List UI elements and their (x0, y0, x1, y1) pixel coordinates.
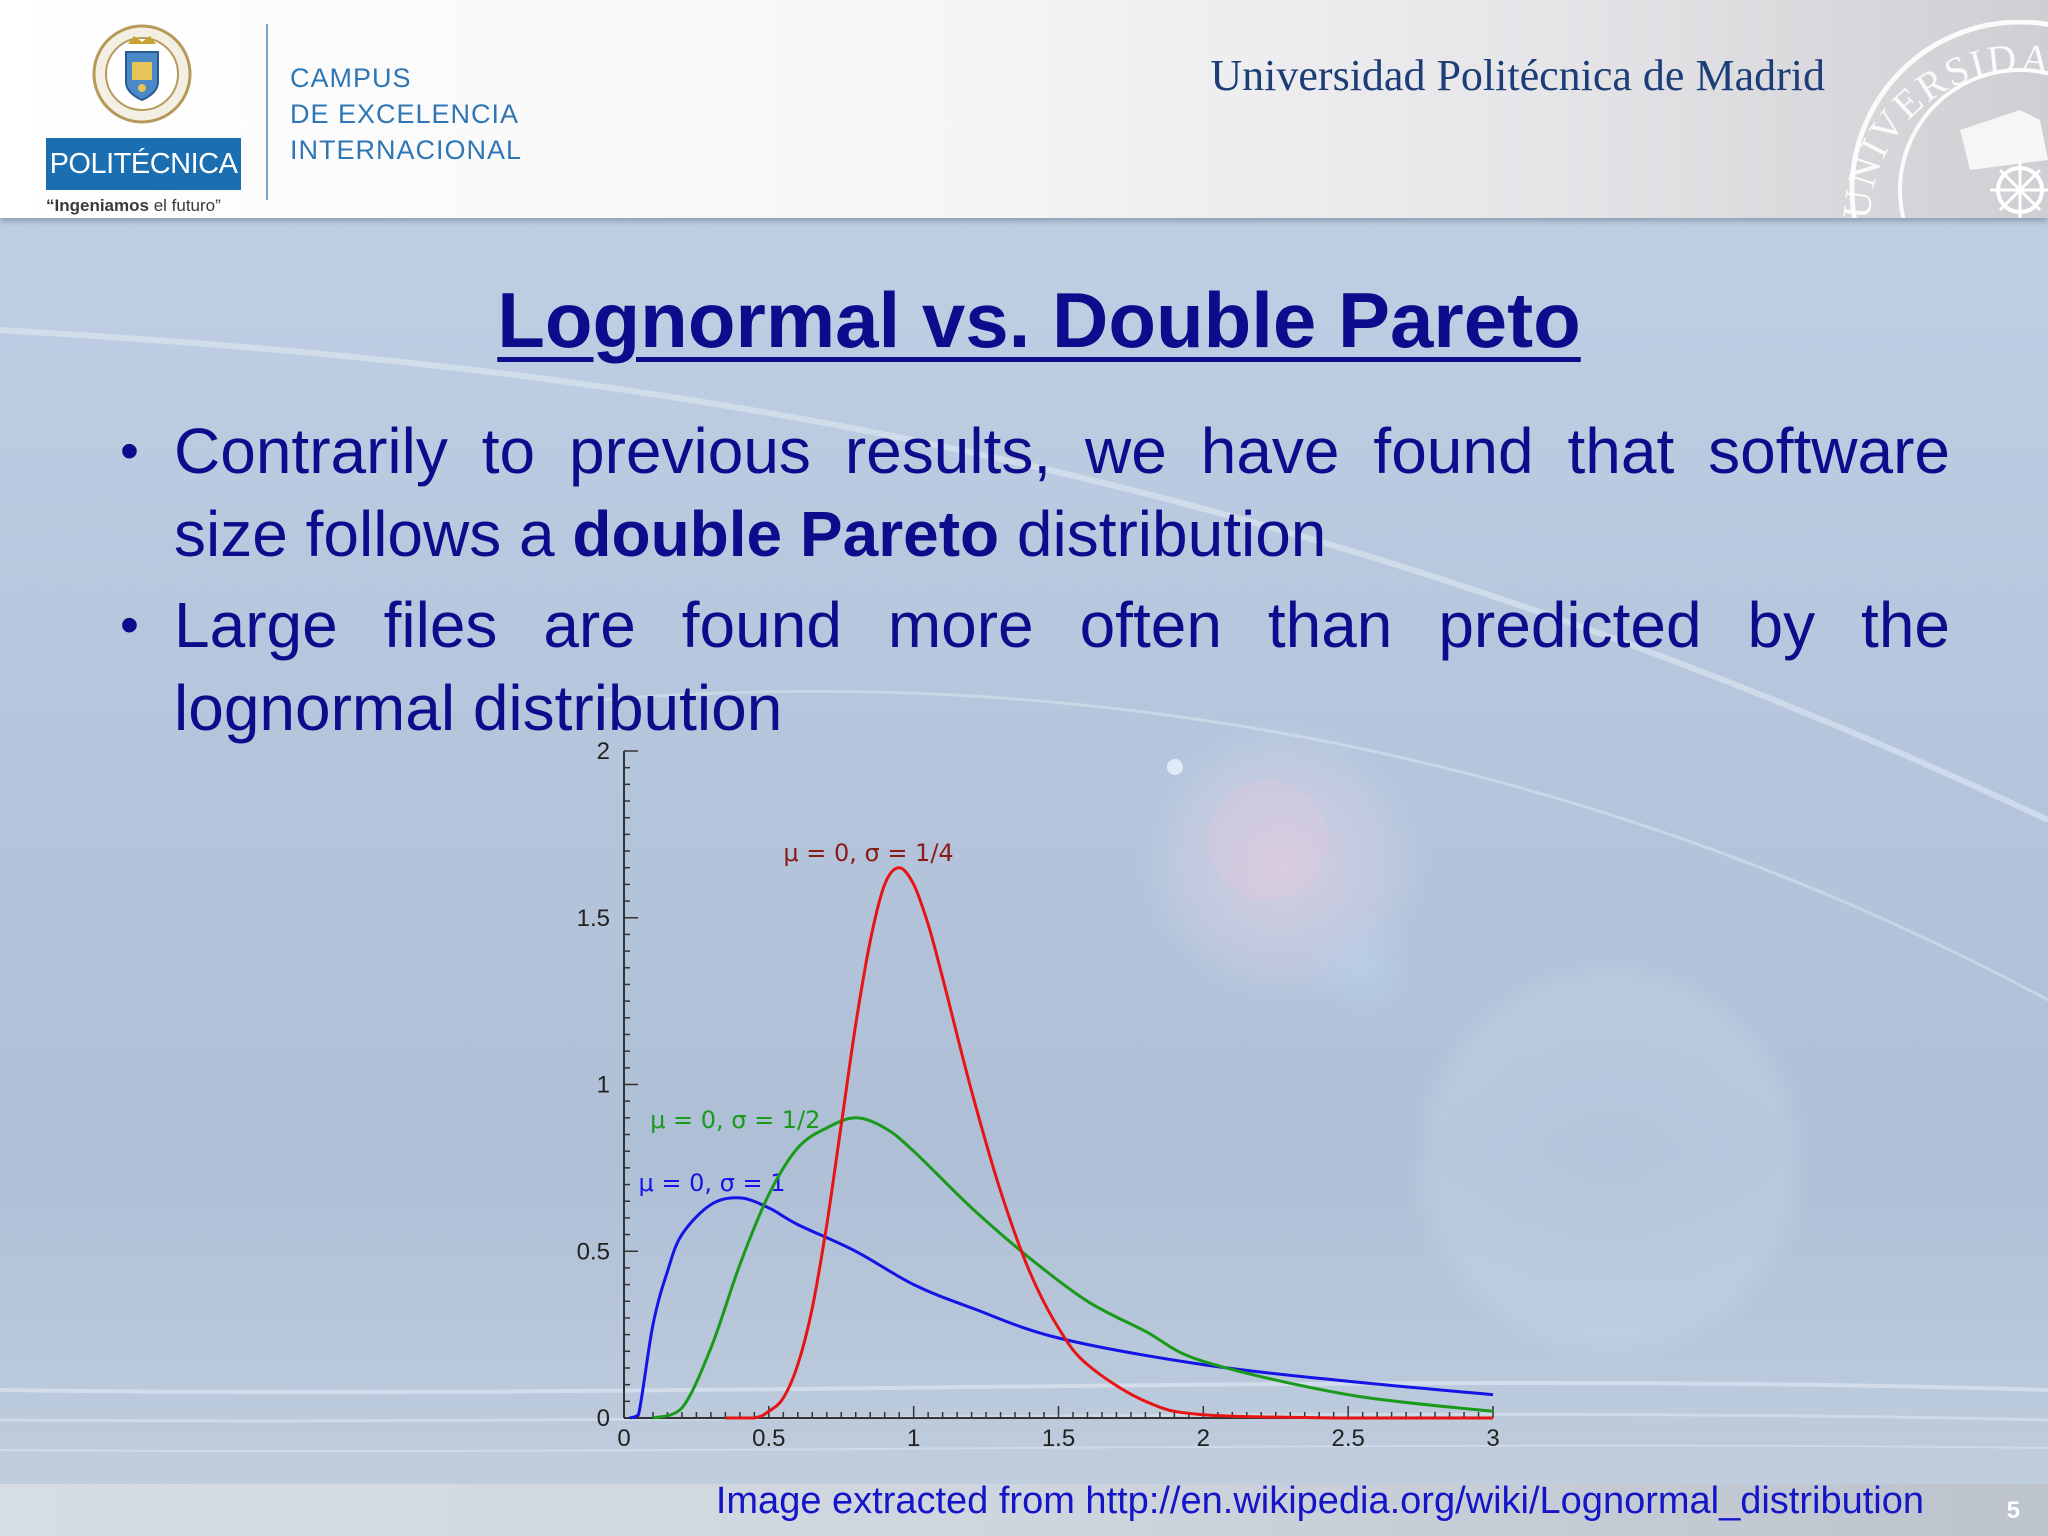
tagline-bold: “Ingeniamos (46, 196, 149, 215)
slide-title: Lognormal vs. Double Pareto (497, 276, 1581, 364)
x-tick-label: 2 (1197, 1425, 1210, 1452)
x-tick-label: 0 (617, 1425, 630, 1452)
y-tick-label: 2 (597, 738, 610, 765)
series-label-1: μ = 0, σ = 1 (638, 1169, 785, 1197)
bullet-marker: • (120, 595, 139, 655)
brand-box: POLITÉCNICA (46, 138, 241, 190)
footer-bar (0, 1484, 2048, 1536)
campus-label: CAMPUS DE EXCELENCIA INTERNACIONAL (290, 60, 522, 168)
x-tick-label: 1.5 (1042, 1425, 1075, 1452)
x-tick-label: 2.5 (1331, 1425, 1364, 1452)
bullet-marker: • (120, 421, 139, 481)
series-line-1 (629, 1196, 1494, 1420)
y-tick-label: 0.5 (577, 1238, 610, 1265)
y-tick-label: 0 (597, 1405, 610, 1432)
bullet-1-text-bold: double Pareto (572, 498, 1000, 570)
series-line-2 (652, 1116, 1494, 1420)
bullet-1-text-before: Contrarily to previous results, we have … (174, 415, 1950, 570)
image-source-note: Image extracted from http://en.wikipedia… (715, 1480, 1924, 1522)
campus-line-3: INTERNACIONAL (290, 135, 523, 165)
bullet-2-text: Large files are found more often than pr… (174, 589, 1950, 744)
x-tick-label: 1 (907, 1425, 920, 1452)
bullet-item-2: • Large files are found more often than … (120, 584, 1950, 750)
upm-logo: POLITÉCNICA “Ingeniamos el futuro” (40, 18, 260, 215)
bullet-item-1: • Contrarily to previous results, we hav… (120, 410, 1950, 576)
campus-line-1: CAMPUS (290, 63, 412, 93)
page-number: 5 (2006, 1497, 2020, 1524)
y-tick-label: 1 (597, 1072, 610, 1099)
university-seal-icon: UNIVERSIDAD (1840, 20, 2048, 218)
x-tick-label: 3 (1486, 1425, 1499, 1452)
bullet-list: • Contrarily to previous results, we hav… (120, 410, 1950, 758)
university-name: Universidad Politécnica de Madrid (1210, 51, 1825, 100)
campus-line-2: DE EXCELENCIA (290, 99, 520, 129)
header-banner: POLITÉCNICA “Ingeniamos el futuro” CAMPU… (0, 0, 2048, 218)
university-crest-icon (92, 24, 192, 124)
header-divider (266, 24, 268, 200)
series-line-3 (725, 866, 1493, 1420)
series-label-2: μ = 0, σ = 1/2 (650, 1106, 820, 1134)
bullet-1-text-after: distribution (999, 498, 1327, 570)
tagline-rest: el futuro” (148, 196, 221, 215)
y-tick-label: 1.5 (577, 905, 610, 932)
tagline: “Ingeniamos el futuro” (46, 196, 221, 216)
series-label-3: μ = 0, σ = 1/4 (783, 839, 953, 867)
x-tick-label: 0.5 (752, 1425, 785, 1452)
